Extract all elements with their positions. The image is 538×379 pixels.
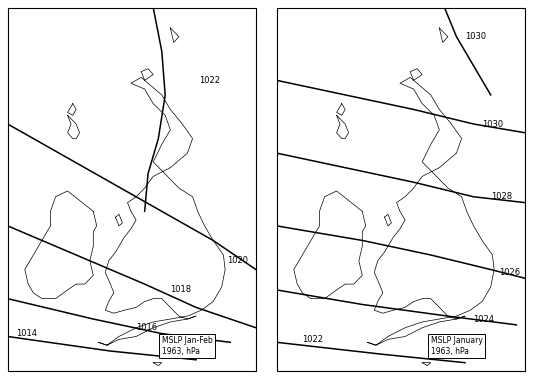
Text: 1018: 1018 bbox=[171, 285, 192, 294]
Text: 1022: 1022 bbox=[302, 335, 323, 344]
Text: 1022: 1022 bbox=[200, 76, 221, 85]
Text: 1014: 1014 bbox=[16, 329, 37, 338]
Text: 1030: 1030 bbox=[482, 119, 503, 128]
Text: MSLP January
1963, hPa: MSLP January 1963, hPa bbox=[430, 336, 483, 356]
Text: MSLP Jan-Feb
1963, hPa: MSLP Jan-Feb 1963, hPa bbox=[161, 336, 213, 356]
Text: 1020: 1020 bbox=[227, 256, 248, 265]
Text: 1026: 1026 bbox=[499, 268, 520, 277]
Text: 1028: 1028 bbox=[491, 192, 512, 201]
Text: 1016: 1016 bbox=[136, 323, 157, 332]
Text: 1030: 1030 bbox=[465, 32, 486, 41]
Text: 1024: 1024 bbox=[473, 315, 494, 324]
